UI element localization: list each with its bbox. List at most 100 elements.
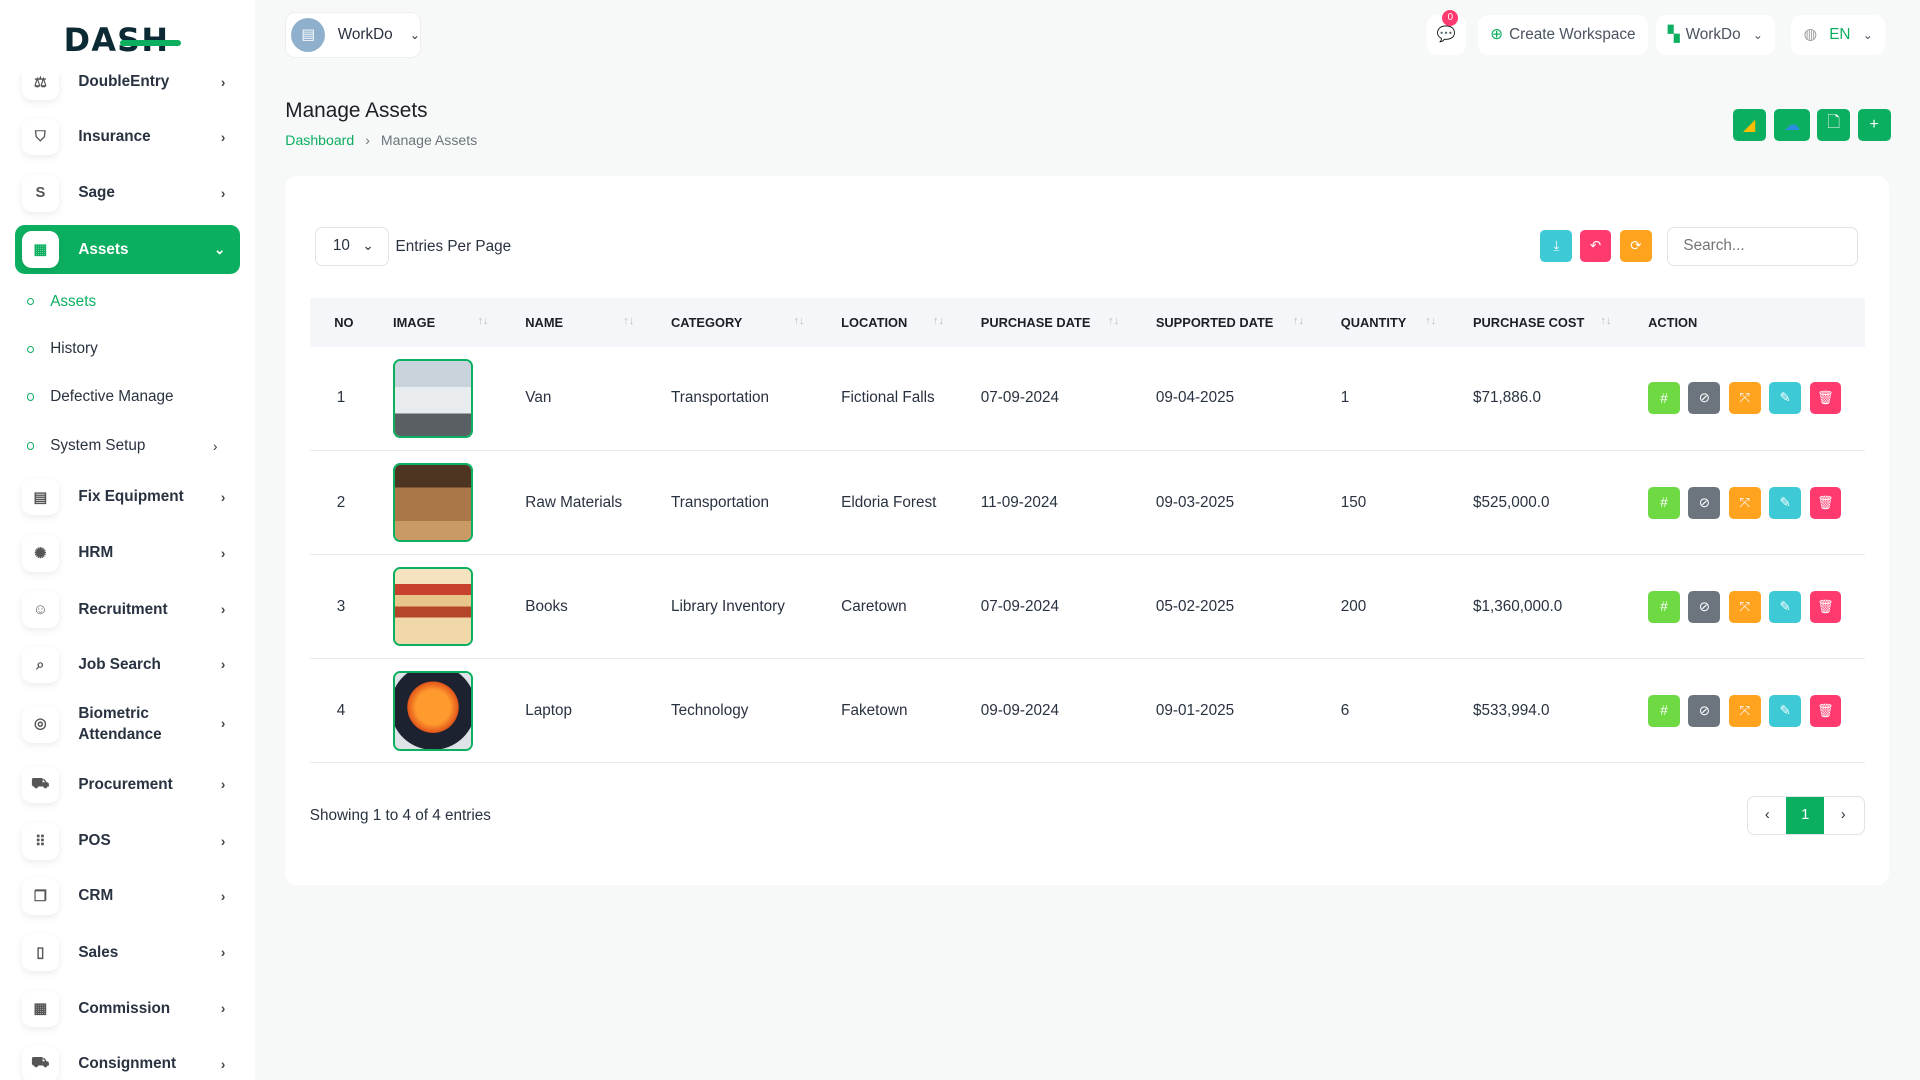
sidebar-item-label: Sales [78,943,119,961]
asset-image[interactable] [393,358,473,439]
cell-category: Transportation [646,450,817,556]
add-asset-button[interactable]: + [1857,108,1891,141]
onedrive-button[interactable]: ☁ [1774,108,1810,141]
workspace-switcher[interactable]: ▤ WorkDo ⌄ [285,12,422,58]
sidebar-item-commission[interactable]: ▦ Commission › [15,984,240,1033]
messages-button[interactable]: 💬 0 [1426,9,1466,56]
dash-logo[interactable]: DASH [64,21,182,59]
sort-icon: ↑↓ [793,314,805,327]
sidebar-item-assets[interactable]: ▦ Assets ⌄ [14,225,240,275]
qr-code-button[interactable]: # [1648,382,1680,415]
delete-button[interactable]: 🗑 [1809,486,1842,519]
sidebar-item-label: Fix Equipment [78,488,184,506]
prev-page-button[interactable]: ‹ [1764,807,1770,824]
search-input[interactable] [1666,226,1858,266]
edit-button[interactable]: ✎ [1769,590,1802,623]
col-location[interactable]: LOCATION ↑↓ [816,297,957,347]
sidebar-item-recruitment[interactable]: ☺ Recruitment › [15,585,240,634]
col-purchase-date[interactable]: PURCHASE DATE ↑↓ [956,297,1132,347]
sidebar-item-label: Job Search [78,655,161,673]
sidebar-item-consignment[interactable]: ⛟ Consignment › [15,1040,240,1080]
delete-button[interactable]: 🗑 [1809,382,1842,415]
defective-button[interactable]: ⊘ [1688,694,1721,727]
topbar: ▤ WorkDo ⌄ 💬 0 ⊕ Create Workspace ▚ WorkDo ⌄ ◍… [285,9,1920,59]
submenu-label: Assets [50,292,97,310]
distribute-button[interactable]: ⤧ [1728,694,1761,727]
sort-icon: ↑↓ [1425,314,1437,327]
delete-button[interactable]: 🗑 [1809,590,1842,623]
globe-icon: ◍ [1803,26,1817,44]
cell-purchase-date: 07-09-2024 [956,554,1132,660]
sidebar-item-sage[interactable]: S Sage › [15,169,240,218]
distribute-button[interactable]: ⤧ [1728,486,1761,519]
col-image[interactable]: IMAGE ↑↓ [368,297,501,347]
shield-icon: ⛉ [22,118,59,156]
sidebar-item-fix-equipment[interactable]: ▤ Fix Equipment › [15,473,240,522]
sidebar-item-label: CRM [78,887,114,905]
defective-button[interactable]: ⊘ [1688,486,1721,519]
asset-image[interactable] [393,566,473,647]
submenu-system-setup[interactable]: System Setup › [26,437,235,455]
distribute-button[interactable]: ⤧ [1728,382,1761,415]
edit-button[interactable]: ✎ [1769,486,1802,519]
sidebar-item-label: Consignment [78,1055,177,1073]
col-supported-date[interactable]: SUPPORTED DATE ↑↓ [1131,297,1317,347]
language-label: EN [1829,25,1851,43]
distribute-button[interactable]: ⤧ [1728,590,1761,623]
chevron-right-icon: › [220,489,226,505]
qr-code-button[interactable]: # [1648,590,1680,623]
cell-quantity: 1 [1316,346,1449,452]
sidebar-item-crm[interactable]: ❐ CRM › [15,872,240,921]
google-drive-button[interactable]: ◢ [1732,108,1766,141]
chevron-down-icon: ⌄ [1752,27,1764,42]
col-category[interactable]: CATEGORY ↑↓ [646,297,817,347]
delete-button[interactable]: 🗑 [1809,694,1842,727]
asset-image[interactable] [393,670,473,751]
next-page-button[interactable]: › [1840,807,1846,824]
download-button[interactable]: ⤓ [1540,230,1573,263]
qr-code-button[interactable]: # [1648,694,1680,727]
sidebar-item-pos[interactable]: ⠿ POS › [15,817,240,866]
asset-image[interactable] [393,462,473,543]
cell-cost: $1,360,000.0 [1448,554,1624,660]
col-label: SUPPORTED DATE [1155,314,1274,330]
sort-icon: ↑↓ [1108,314,1120,327]
col-purchase-cost[interactable]: PURCHASE COST ↑↓ [1448,297,1624,347]
col-name[interactable]: NAME ↑↓ [500,297,647,347]
cell-quantity: 6 [1316,658,1449,764]
sidebar-item-hrm[interactable]: ✺ HRM › [15,529,240,578]
import-button[interactable]: 🗋 [1817,108,1851,141]
edit-button[interactable]: ✎ [1769,694,1802,727]
defective-button[interactable]: ⊘ [1688,382,1721,415]
refresh-button[interactable]: ⟳ [1619,230,1652,263]
qr-code-button[interactable]: # [1648,486,1680,519]
defective-button[interactable]: ⊘ [1688,590,1721,623]
edit-button[interactable]: ✎ [1769,382,1802,415]
col-quantity[interactable]: QUANTITY ↑↓ [1316,297,1449,347]
chevron-right-icon: › [220,129,226,145]
col-label: PURCHASE DATE [980,314,1091,330]
col-no[interactable]: NO [309,297,369,347]
sidebar-item-job-search[interactable]: ⌕ Job Search › [15,640,240,689]
submenu-history[interactable]: History [26,340,98,358]
page-1-button[interactable]: 1 [1786,796,1825,835]
file-icon: ▯ [22,934,59,971]
cell-name: Van [500,346,647,452]
chevron-right-icon: › [220,74,226,90]
entries-select[interactable]: 10 ⌄ [314,226,390,266]
sidebar-item-biometric-attendance[interactable]: ◎ Biometric Attendance › [15,700,240,749]
fingerprint-icon: ◎ [22,706,59,744]
cell-supported-date: 05-02-2025 [1131,554,1317,660]
workdo-menu[interactable]: ▚ WorkDo ⌄ [1655,14,1776,56]
submenu-defective-manage[interactable]: Defective Manage [26,388,173,406]
breadcrumb-dashboard[interactable]: Dashboard [285,132,355,149]
sidebar-item-procurement[interactable]: ⛟ Procurement › [15,760,240,809]
create-workspace-button[interactable]: ⊕ Create Workspace [1477,14,1648,56]
undo-button[interactable]: ↶ [1579,230,1612,263]
sidebar-item-sales[interactable]: ▯ Sales › [15,928,240,977]
sidebar-item-insurance[interactable]: ⛉ Insurance › [15,113,240,162]
sort-icon: ↑↓ [1600,314,1612,327]
submenu-assets[interactable]: Assets [26,292,97,311]
entries-label: Entries Per Page [395,237,512,255]
language-menu[interactable]: ◍ EN ⌄ [1791,14,1886,56]
